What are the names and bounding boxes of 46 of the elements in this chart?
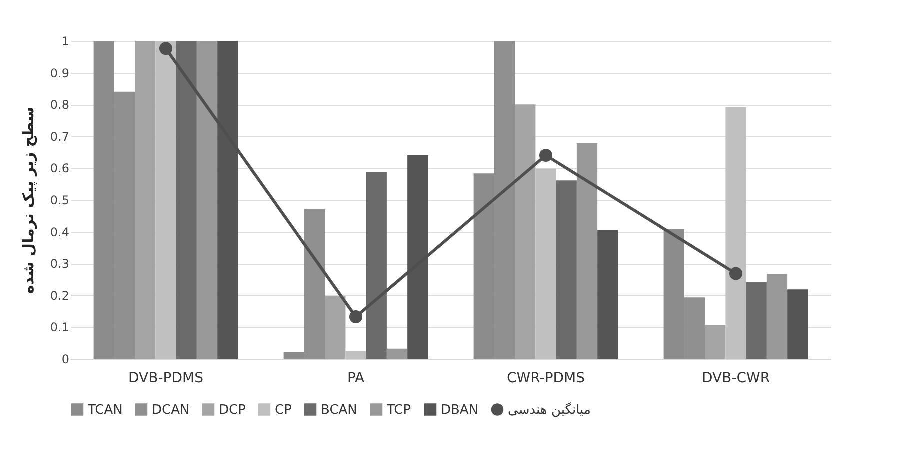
point xyxy=(539,148,553,162)
bar xyxy=(156,41,176,359)
x-tick-label: DVB-PDMS xyxy=(128,370,204,386)
y-tick-label: 0.5 xyxy=(50,194,70,208)
bar xyxy=(536,168,556,359)
y-tick-label: 0.7 xyxy=(50,130,70,144)
x-tick-label: PA xyxy=(347,370,365,386)
bar xyxy=(726,107,746,359)
bar xyxy=(386,348,408,359)
bar xyxy=(366,172,387,359)
y-tick-label: 0.8 xyxy=(50,98,70,112)
legend-label: DCP xyxy=(219,402,246,418)
bar xyxy=(705,324,726,359)
legend-label: TCAN xyxy=(87,402,123,418)
bar xyxy=(176,41,197,359)
legend-label: DCAN xyxy=(152,402,190,418)
legend-label: میانگین هندسی xyxy=(508,402,591,418)
legend-label: TCP xyxy=(386,402,412,418)
bar xyxy=(746,282,767,359)
bar xyxy=(346,351,366,359)
y-tick-label: 0 xyxy=(62,352,70,366)
bar xyxy=(766,274,788,359)
point xyxy=(349,310,363,324)
bar xyxy=(325,296,346,359)
y-tick-label: 1 xyxy=(62,34,70,48)
y-tick-label: 0.9 xyxy=(50,66,70,80)
point xyxy=(159,42,173,56)
y-tick-label: 0.4 xyxy=(50,225,70,240)
bar xyxy=(598,230,618,359)
y-tick-label: 0.2 xyxy=(50,288,70,303)
bar xyxy=(556,180,577,359)
y-tick-label: 0.6 xyxy=(50,162,70,176)
x-tick-label: CWR-PDMS xyxy=(506,370,586,386)
bar xyxy=(135,41,156,359)
point xyxy=(729,267,743,280)
y-tick-label: 0.1 xyxy=(50,320,70,335)
y-tick-label: 0.3 xyxy=(50,257,70,272)
bar xyxy=(788,290,808,359)
legend-label: BCAN xyxy=(321,402,358,418)
legend-label: CP xyxy=(275,402,292,418)
bar xyxy=(576,143,598,359)
y-axis-title: سطح زیر پیک نرمال شده xyxy=(19,107,38,294)
bar xyxy=(196,41,218,359)
bar xyxy=(515,104,536,359)
x-tick-label: DVB-CWR xyxy=(702,370,770,386)
legend-label: DBAN xyxy=(441,402,479,418)
